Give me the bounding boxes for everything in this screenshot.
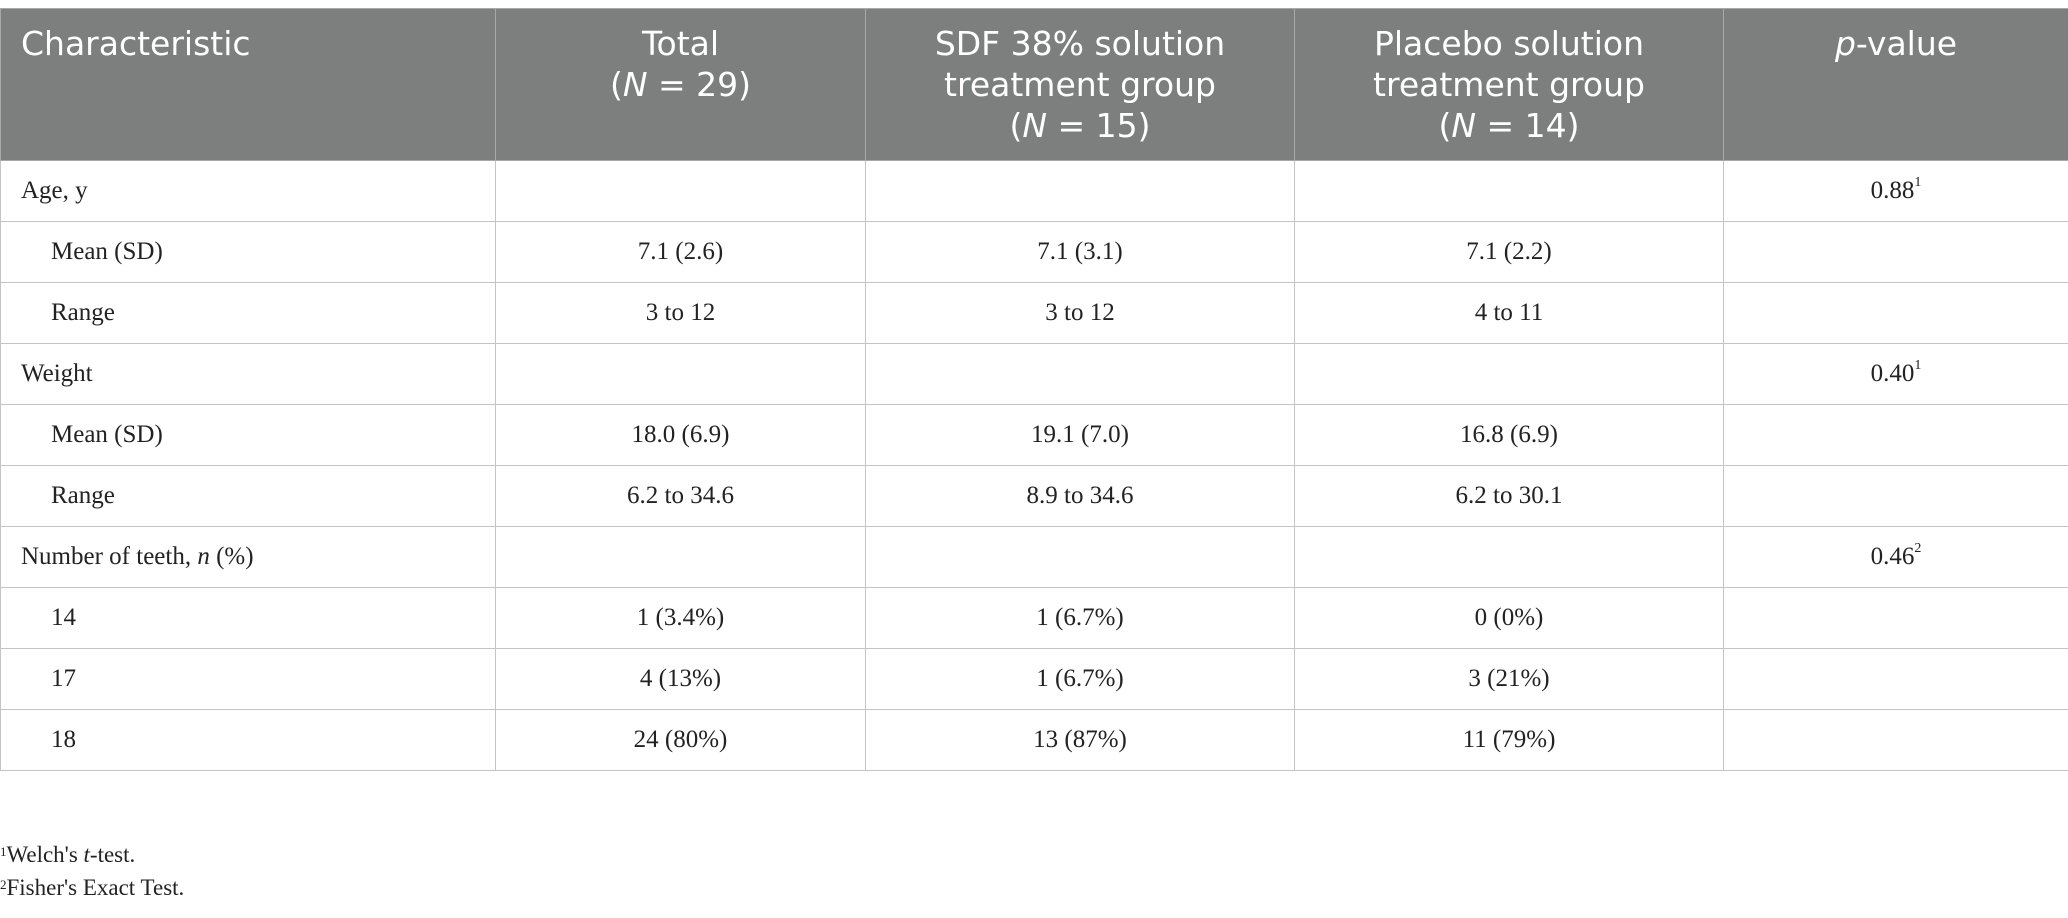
cell-placebo: 3 (21%) bbox=[1294, 648, 1724, 710]
table-row: Range 3 to 12 3 to 12 4 to 11 bbox=[0, 282, 2068, 344]
row-label: Number of teeth, n (%) bbox=[0, 526, 496, 588]
row-label: 17 bbox=[0, 648, 496, 710]
cell-total: 24 (80%) bbox=[495, 709, 866, 771]
table-header-row: Characteristic Total (N = 29) SDF 38% so… bbox=[0, 8, 2068, 161]
header-total: Total (N = 29) bbox=[495, 8, 866, 161]
cell-placebo: 4 to 11 bbox=[1294, 282, 1724, 344]
cell-p-value bbox=[1723, 282, 2068, 344]
row-label: Range bbox=[0, 465, 496, 527]
cell-total: 4 (13%) bbox=[495, 648, 866, 710]
cell-p-value: 0.462 bbox=[1723, 526, 2068, 588]
table-row: Weight 0.401 bbox=[0, 343, 2068, 405]
cell-placebo bbox=[1294, 526, 1724, 588]
cell-p-value: 0.401 bbox=[1723, 343, 2068, 405]
cell-sdf: 13 (87%) bbox=[865, 709, 1295, 771]
cell-sdf: 7.1 (3.1) bbox=[865, 221, 1295, 283]
footnote-1: 1Welch's t-test. bbox=[0, 842, 136, 867]
cell-placebo: 6.2 to 30.1 bbox=[1294, 465, 1724, 527]
row-label: Mean (SD) bbox=[0, 221, 496, 283]
cell-total: 7.1 (2.6) bbox=[495, 221, 866, 283]
cell-placebo bbox=[1294, 343, 1724, 405]
cell-total bbox=[495, 160, 866, 222]
header-p-value: p-value bbox=[1723, 8, 2068, 161]
cell-total bbox=[495, 343, 866, 405]
row-label: Mean (SD) bbox=[0, 404, 496, 466]
cell-total: 1 (3.4%) bbox=[495, 587, 866, 649]
cell-p-value bbox=[1723, 587, 2068, 649]
cell-p-value bbox=[1723, 648, 2068, 710]
cell-placebo: 0 (0%) bbox=[1294, 587, 1724, 649]
cell-sdf bbox=[865, 526, 1295, 588]
row-label: Range bbox=[0, 282, 496, 344]
cell-p-value bbox=[1723, 221, 2068, 283]
cell-total: 3 to 12 bbox=[495, 282, 866, 344]
table-row: Mean (SD) 18.0 (6.9) 19.1 (7.0) 16.8 (6.… bbox=[0, 404, 2068, 466]
table-row: Number of teeth, n (%) 0.462 bbox=[0, 526, 2068, 588]
header-placebo-group: Placebo solution treatment group (N = 14… bbox=[1294, 8, 1724, 161]
cell-sdf: 1 (6.7%) bbox=[865, 587, 1295, 649]
footnote-2: 2Fisher's Exact Test. bbox=[0, 875, 185, 900]
cell-p-value bbox=[1723, 404, 2068, 466]
cell-total bbox=[495, 526, 866, 588]
cell-total: 18.0 (6.9) bbox=[495, 404, 866, 466]
cell-sdf bbox=[865, 160, 1295, 222]
row-label: Age, y bbox=[0, 160, 496, 222]
table-row: Age, y 0.881 bbox=[0, 160, 2068, 222]
table-row: Range 6.2 to 34.6 8.9 to 34.6 6.2 to 30.… bbox=[0, 465, 2068, 527]
cell-p-value bbox=[1723, 465, 2068, 527]
row-label: 18 bbox=[0, 709, 496, 771]
baseline-characteristics-table: Characteristic Total (N = 29) SDF 38% so… bbox=[0, 8, 2068, 771]
cell-placebo bbox=[1294, 160, 1724, 222]
cell-sdf: 1 (6.7%) bbox=[865, 648, 1295, 710]
cell-total: 6.2 to 34.6 bbox=[495, 465, 866, 527]
row-label: 14 bbox=[0, 587, 496, 649]
cell-p-value bbox=[1723, 709, 2068, 771]
row-label: Weight bbox=[0, 343, 496, 405]
table-row: Mean (SD) 7.1 (2.6) 7.1 (3.1) 7.1 (2.2) bbox=[0, 221, 2068, 283]
table-footnotes: 1Welch's t-test. 2Fisher's Exact Test. bbox=[0, 838, 184, 904]
cell-sdf: 19.1 (7.0) bbox=[865, 404, 1295, 466]
cell-sdf bbox=[865, 343, 1295, 405]
cell-sdf: 8.9 to 34.6 bbox=[865, 465, 1295, 527]
header-characteristic: Characteristic bbox=[0, 8, 496, 161]
cell-placebo: 16.8 (6.9) bbox=[1294, 404, 1724, 466]
table-row: 17 4 (13%) 1 (6.7%) 3 (21%) bbox=[0, 648, 2068, 710]
cell-placebo: 11 (79%) bbox=[1294, 709, 1724, 771]
header-sdf-group: SDF 38% solution treatment group (N = 15… bbox=[865, 8, 1295, 161]
cell-placebo: 7.1 (2.2) bbox=[1294, 221, 1724, 283]
cell-sdf: 3 to 12 bbox=[865, 282, 1295, 344]
table-row: 18 24 (80%) 13 (87%) 11 (79%) bbox=[0, 709, 2068, 771]
cell-p-value: 0.881 bbox=[1723, 160, 2068, 222]
table-row: 14 1 (3.4%) 1 (6.7%) 0 (0%) bbox=[0, 587, 2068, 649]
